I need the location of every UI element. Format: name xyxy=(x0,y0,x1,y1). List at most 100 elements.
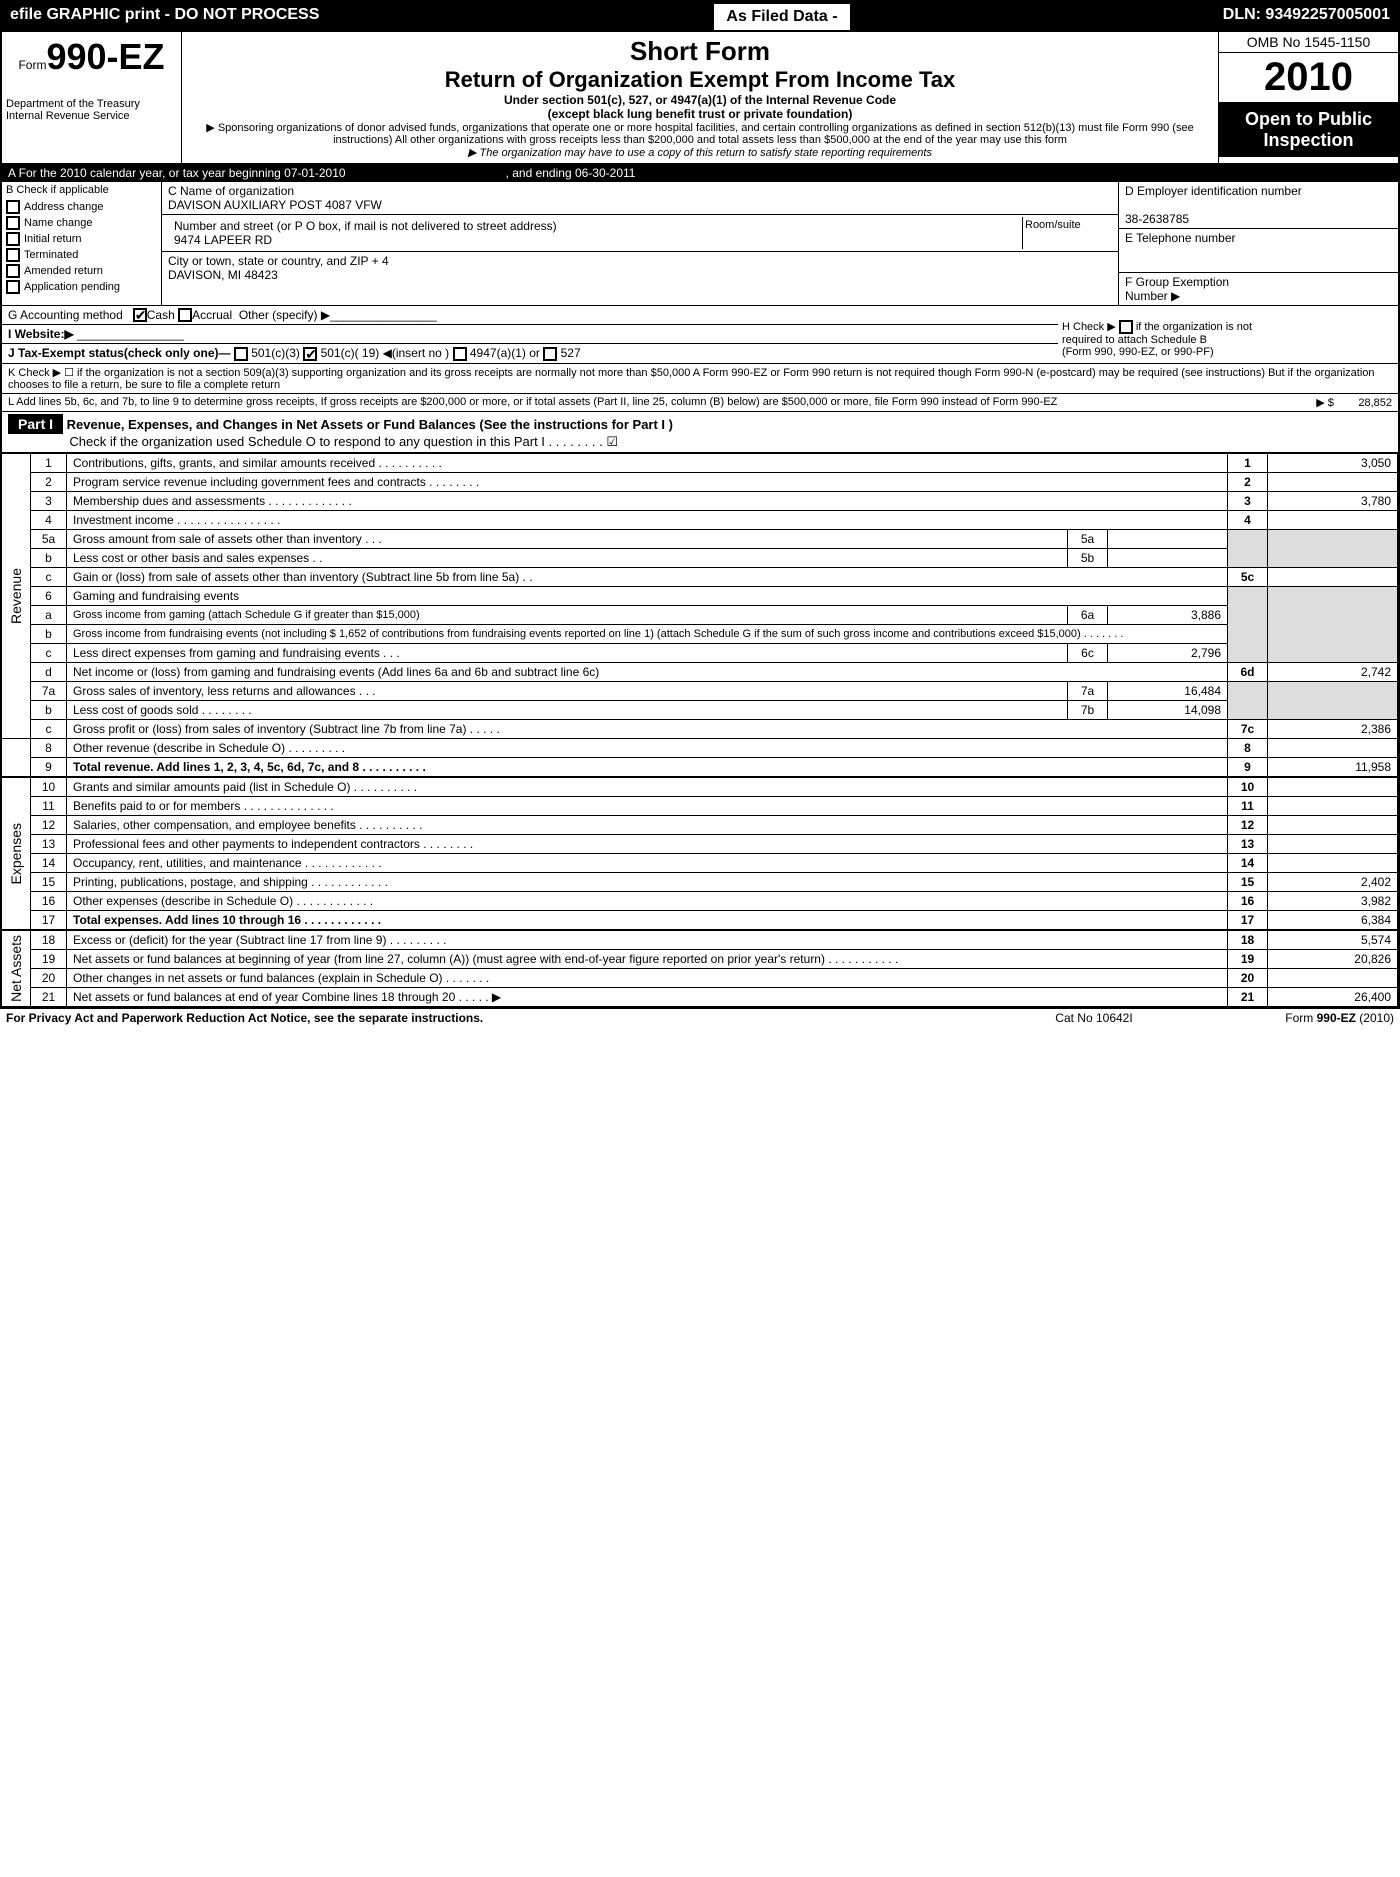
part-1-title: Revenue, Expenses, and Changes in Net As… xyxy=(67,417,673,432)
row-h-schedule-b: H Check ▶ if the organization is not req… xyxy=(1058,306,1398,364)
line-14-desc: Occupancy, rent, utilities, and maintena… xyxy=(67,853,1228,872)
tax-year-begin: A For the 2010 calendar year, or tax yea… xyxy=(8,166,346,180)
line-12-value xyxy=(1268,815,1398,834)
line-6b-desc: Gross income from fundraising events (no… xyxy=(67,624,1228,643)
expenses-side-label: Expenses xyxy=(2,777,31,930)
form-number-block: Form990-EZ Department of the Treasury In… xyxy=(2,32,182,163)
irs-label: Internal Revenue Service xyxy=(6,110,177,122)
ein-cell: D Employer identification number 38-2638… xyxy=(1119,182,1398,229)
line-20-value xyxy=(1268,968,1398,987)
line-17-value: 6,384 xyxy=(1268,910,1398,930)
open-public-inspection: Open to Public Inspection xyxy=(1219,103,1398,157)
line-18-value: 5,574 xyxy=(1268,930,1398,950)
line-16-desc: Other expenses (describe in Schedule O) … xyxy=(67,891,1228,910)
amended-return-checkbox[interactable] xyxy=(6,264,20,278)
street-value: 9474 LAPEER RD xyxy=(174,233,272,247)
line-6c-value: 2,796 xyxy=(1108,643,1228,662)
tax-year-end: , and ending 06-30-2011 xyxy=(506,166,636,180)
accounting-method-label: G Accounting method xyxy=(8,308,123,322)
application-pending-checkbox[interactable] xyxy=(6,280,20,294)
line-4-desc: Investment income . . . . . . . . . . . … xyxy=(67,510,1228,529)
header-right-block: OMB No 1545-1150 2010 Open to Public Ins… xyxy=(1218,32,1398,163)
form-prefix: Form xyxy=(18,58,46,72)
line-9-value: 11,958 xyxy=(1268,757,1398,777)
room-suite-label: Room/suite xyxy=(1022,217,1112,249)
line-5b-desc: Less cost or other basis and sales expen… xyxy=(67,548,1068,567)
dept-treasury: Department of the Treasury xyxy=(6,78,177,110)
line-7c-desc: Gross profit or (loss) from sales of inv… xyxy=(67,719,1228,738)
address-change-checkbox[interactable] xyxy=(6,200,20,214)
line-3-value: 3,780 xyxy=(1268,491,1398,510)
line-11-value xyxy=(1268,796,1398,815)
form-version: Form 990-EZ (2010) xyxy=(1194,1011,1394,1025)
tax-exempt-label: J Tax-Exempt status(check only one)— xyxy=(8,346,231,360)
501c3-checkbox[interactable] xyxy=(234,347,248,361)
part-1-check: Check if the organization used Schedule … xyxy=(69,434,618,449)
line-6c-desc: Less direct expenses from gaming and fun… xyxy=(67,643,1068,662)
row-a-tax-year: A For the 2010 calendar year, or tax yea… xyxy=(2,164,1398,182)
state-note: ▶ The organization may have to use a cop… xyxy=(190,146,1210,159)
name-label: C Name of organization xyxy=(168,184,294,198)
row-l-text: L Add lines 5b, 6c, and 7b, to line 9 to… xyxy=(8,396,1252,409)
cash-checkbox[interactable] xyxy=(133,308,147,322)
line-7b-desc: Less cost of goods sold . . . . . . . . xyxy=(67,700,1068,719)
line-7b-value: 14,098 xyxy=(1108,700,1228,719)
terminated-checkbox[interactable] xyxy=(6,248,20,262)
return-title: Return of Organization Exempt From Incom… xyxy=(190,67,1210,93)
city-label: City or town, state or country, and ZIP … xyxy=(168,254,389,268)
omb-number: OMB No 1545-1150 xyxy=(1219,32,1398,53)
line-18-desc: Excess or (deficit) for the year (Subtra… xyxy=(67,930,1228,950)
line-10-desc: Grants and similar amounts paid (list in… xyxy=(67,777,1228,797)
city-value: DAVISON, MI 48423 xyxy=(168,268,278,282)
line-20-desc: Other changes in net assets or fund bala… xyxy=(67,968,1228,987)
line-19-value: 20,826 xyxy=(1268,949,1398,968)
527-checkbox[interactable] xyxy=(543,347,557,361)
form-number: 990-EZ xyxy=(46,36,164,77)
line-1-desc: Contributions, gifts, grants, and simila… xyxy=(67,453,1228,472)
tax-year: 2010 xyxy=(1219,53,1398,103)
line-16-value: 3,982 xyxy=(1268,891,1398,910)
street-cell: Number and street (or P O box, if mail i… xyxy=(168,217,1022,249)
line-8-value xyxy=(1268,738,1398,757)
line-5a-desc: Gross amount from sale of assets other t… xyxy=(67,529,1068,548)
initial-return-checkbox[interactable] xyxy=(6,232,20,246)
not-required-checkbox[interactable] xyxy=(1119,320,1133,334)
line-7a-desc: Gross sales of inventory, less returns a… xyxy=(67,681,1068,700)
accrual-checkbox[interactable] xyxy=(178,308,192,322)
form-header: Form990-EZ Department of the Treasury In… xyxy=(2,32,1398,164)
line-13-desc: Professional fees and other payments to … xyxy=(67,834,1228,853)
entity-section: B Check if applicable Address change Nam… xyxy=(2,182,1398,306)
part-1-table: Revenue 1 Contributions, gifts, grants, … xyxy=(2,453,1398,1007)
line-7c-value: 2,386 xyxy=(1268,719,1398,738)
name-change-checkbox[interactable] xyxy=(6,216,20,230)
group-exemption-number-label: Number ▶ xyxy=(1125,289,1180,303)
col-b-checkboxes: B Check if applicable Address change Nam… xyxy=(2,182,162,305)
501c-checkbox[interactable] xyxy=(303,347,317,361)
line-2-desc: Program service revenue including govern… xyxy=(67,472,1228,491)
net-assets-side-label: Net Assets xyxy=(2,930,31,1007)
line-10-value xyxy=(1268,777,1398,797)
line-9-desc: Total revenue. Add lines 1, 2, 3, 4, 5c,… xyxy=(67,757,1228,777)
telephone-label: E Telephone number xyxy=(1125,231,1236,245)
street-label: Number and street (or P O box, if mail i… xyxy=(174,219,557,233)
revenue-side-label: Revenue xyxy=(2,453,31,738)
form-container: efile GRAPHIC print - DO NOT PROCESS As … xyxy=(0,0,1400,1009)
line-13-value xyxy=(1268,834,1398,853)
catalog-number: Cat No 10642I xyxy=(994,1011,1194,1025)
sponsoring-note: ▶ Sponsoring organizations of donor advi… xyxy=(190,121,1210,146)
line-15-desc: Printing, publications, postage, and shi… xyxy=(67,872,1228,891)
line-11-desc: Benefits paid to or for members . . . . … xyxy=(67,796,1228,815)
col-d-ein: D Employer identification number 38-2638… xyxy=(1118,182,1398,305)
line-2-value xyxy=(1268,472,1398,491)
short-form-title: Short Form xyxy=(190,36,1210,67)
row-k-note: K Check ▶ ☐ if the organization is not a… xyxy=(2,364,1398,394)
privacy-notice: For Privacy Act and Paperwork Reduction … xyxy=(6,1011,994,1025)
as-filed-label: As Filed Data - xyxy=(712,2,851,32)
line-5c-value xyxy=(1268,567,1398,586)
line-5c-desc: Gain or (loss) from sale of assets other… xyxy=(67,567,1228,586)
line-1-value: 3,050 xyxy=(1268,453,1398,472)
4947-checkbox[interactable] xyxy=(453,347,467,361)
line-6a-value: 3,886 xyxy=(1108,605,1228,624)
line-5a-value xyxy=(1108,529,1228,548)
org-name-cell: C Name of organization DAVISON AUXILIARY… xyxy=(162,182,1118,215)
